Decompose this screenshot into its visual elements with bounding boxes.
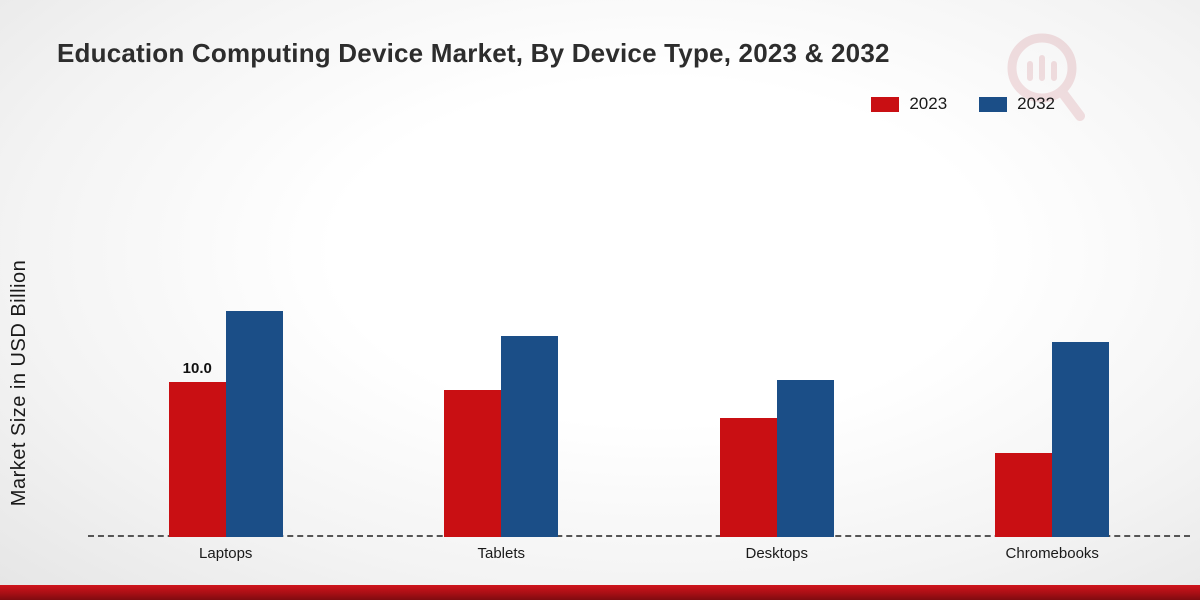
x-axis-category-label-desktops: Desktops xyxy=(745,545,809,562)
x-axis-category-label-laptops: Laptops xyxy=(199,545,253,562)
legend: 2023 2032 xyxy=(871,94,1055,114)
legend-label-2023: 2023 xyxy=(909,94,948,113)
x-axis-category-label-tablets: Tablets xyxy=(477,545,526,562)
y-axis-label: Market Size in USD Billion xyxy=(8,259,30,507)
legend-label-2032: 2032 xyxy=(1017,94,1055,113)
bar-group-desktops: Desktops xyxy=(719,289,834,562)
x-axis-category-label-chromebooks: Chromebooks xyxy=(1005,545,1099,562)
legend-item-2023: 2023 xyxy=(871,94,947,114)
bar-2032-chromebooks xyxy=(1052,341,1110,537)
bar-2032-laptops xyxy=(225,310,283,537)
bar-value-label-2023-laptops: 10.0 xyxy=(182,360,212,377)
bar-2032-desktops xyxy=(776,380,834,537)
legend-swatch-2032 xyxy=(979,96,1008,112)
bar-2023-chromebooks xyxy=(995,453,1053,537)
bar-2023-tablets xyxy=(444,389,502,537)
plot-area: 10.0 Laptops Tablets Desktops Chromebooks xyxy=(88,289,1190,562)
x-axis-baseline xyxy=(88,535,1190,537)
chart-title: Education Computing Device Market, By De… xyxy=(57,38,890,68)
bar-group-tablets: Tablets xyxy=(444,289,559,562)
bar-2032-tablets xyxy=(501,335,559,537)
legend-swatch-2023 xyxy=(871,96,900,112)
legend-item-2032: 2032 xyxy=(979,94,1055,114)
bar-2023-laptops: 10.0 xyxy=(168,360,226,537)
bar-group-chromebooks: Chromebooks xyxy=(995,289,1110,562)
bar-group-laptops: 10.0 Laptops xyxy=(168,289,283,562)
footer-accent-bar xyxy=(0,585,1200,600)
bar-2023-desktops xyxy=(719,417,777,537)
